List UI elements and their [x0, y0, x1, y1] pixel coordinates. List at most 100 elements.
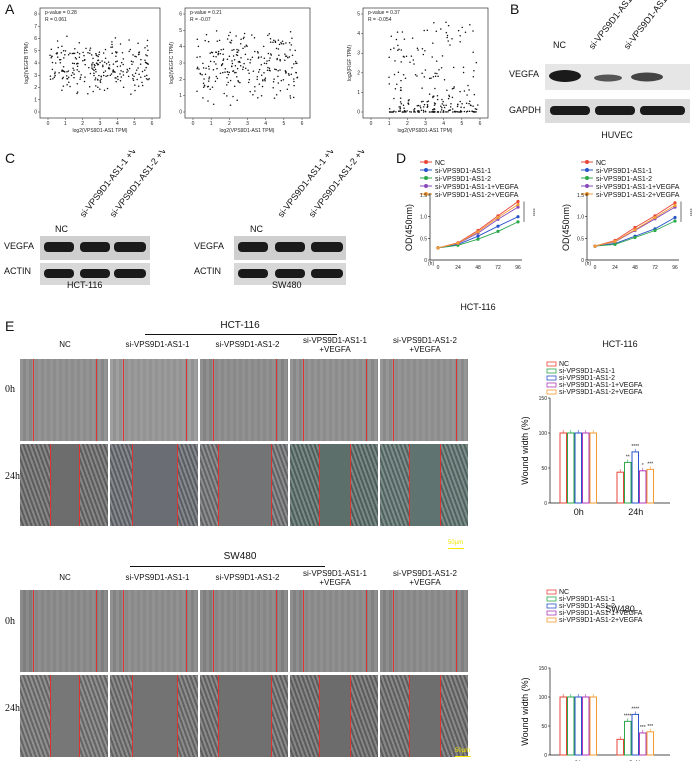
scatter-point	[122, 70, 124, 73]
scatter-point	[398, 48, 400, 50]
scatter-point	[393, 73, 396, 76]
x-tick-label: 4	[264, 121, 267, 127]
row-label-24h: 24h	[5, 471, 20, 482]
scatter-point	[93, 69, 95, 72]
scatter-point	[102, 71, 105, 74]
scatter-point	[462, 66, 465, 69]
scatter-point	[229, 79, 232, 82]
scatter-point	[131, 63, 133, 65]
scatter-point	[263, 57, 266, 60]
scatter-point	[117, 78, 119, 81]
scatter-point	[440, 28, 442, 30]
sw-title-line	[130, 566, 325, 567]
scatter-point	[119, 73, 121, 75]
scatter-point	[451, 108, 454, 110]
micrograph-tile	[110, 359, 198, 441]
column-label-nc: NC	[59, 573, 71, 582]
y-tick-label: 150	[539, 666, 548, 672]
y-tick-label: 0	[544, 753, 547, 759]
band	[549, 70, 581, 82]
scatter-point	[84, 76, 86, 78]
scatter-point	[266, 60, 268, 62]
cell-label: HUVEC	[601, 130, 633, 140]
scatter-point	[465, 111, 468, 113]
scatter-point	[49, 54, 51, 56]
lane-label-si2: si-VPS9D1-AS1-2	[622, 0, 674, 51]
scatter-point	[212, 69, 215, 71]
band	[44, 269, 74, 278]
chart-title: HCT-116	[602, 339, 637, 349]
bar	[639, 732, 647, 756]
scatter-point	[84, 63, 86, 66]
band	[550, 106, 590, 115]
scatter-point	[104, 48, 107, 51]
micrograph-tile	[110, 675, 198, 757]
scatter-point	[95, 85, 97, 87]
scatter-point	[467, 84, 469, 87]
scatter-point	[97, 55, 99, 58]
scatter-point	[296, 62, 298, 64]
scatter-point	[411, 37, 414, 39]
wound-gap	[213, 590, 277, 672]
data-point	[476, 230, 480, 234]
scatter-point	[98, 53, 100, 56]
scatter-point	[445, 21, 447, 23]
scatter-point	[66, 77, 68, 80]
column-label-si1: si-VPS9D1-AS1-1	[125, 340, 190, 349]
micrograph-tile	[380, 359, 468, 441]
scatter-point	[400, 61, 402, 63]
bar	[646, 468, 654, 504]
scatter-point	[451, 38, 453, 40]
scatter-point	[197, 45, 200, 48]
lane-label-nc: NC	[55, 224, 68, 234]
scatter-point	[243, 32, 246, 35]
scatter-point	[120, 69, 122, 72]
scatter-point	[293, 78, 295, 80]
micrograph-tile	[200, 359, 288, 441]
stat-r: R = 0.061	[45, 17, 67, 23]
scatter-point	[137, 85, 140, 87]
scatter-point	[441, 103, 444, 105]
scatter-point	[54, 74, 56, 77]
scatter-point	[229, 31, 231, 34]
scatter-point	[395, 38, 398, 41]
scatter-point	[414, 111, 416, 113]
scatter-point	[208, 68, 210, 70]
legend-label: NC	[435, 160, 445, 167]
scatter-point	[267, 66, 269, 69]
scatter-point	[449, 44, 451, 46]
scatter-point	[465, 102, 468, 105]
scatter-point	[139, 63, 142, 65]
scatter-point	[53, 76, 56, 78]
scatter-point	[93, 63, 96, 66]
scatter-point	[54, 72, 56, 75]
legend-marker	[424, 160, 428, 164]
scatter-point	[76, 83, 79, 85]
scatter-point	[119, 43, 122, 45]
band	[311, 269, 343, 278]
scatter-point	[129, 48, 132, 51]
scatter-point	[459, 100, 461, 103]
x-tick-label: 5	[460, 121, 463, 127]
row-label-0h: 0h	[5, 384, 15, 395]
scatter-point	[397, 44, 399, 47]
scatter-point	[422, 111, 425, 113]
panel-d-growth-curves: NCsi-VPS9D1-AS1-1si-VPS9D1-AS1-2si-VPS9D…	[404, 160, 692, 312]
line-chart-1: NCsi-VPS9D1-AS1-1si-VPS9D1-AS1-2si-VPS9D…	[561, 160, 692, 271]
scatter-point	[215, 56, 217, 58]
scatter-point	[73, 52, 76, 55]
scatter-point	[137, 42, 139, 45]
scatter-point	[279, 60, 281, 62]
scatter-point	[413, 63, 415, 65]
scatter-point	[114, 71, 116, 73]
x-tick-label: 0	[594, 265, 597, 271]
scatter-point	[390, 35, 393, 37]
scatter-point	[274, 68, 276, 70]
legend-swatch	[546, 617, 557, 623]
y-tick-label: 0	[424, 258, 427, 264]
scatter-point	[244, 46, 246, 48]
scatter-point	[230, 42, 232, 44]
scatter-point	[474, 108, 477, 110]
y-tick-label: 4	[179, 44, 182, 50]
scatter-point	[70, 74, 73, 77]
